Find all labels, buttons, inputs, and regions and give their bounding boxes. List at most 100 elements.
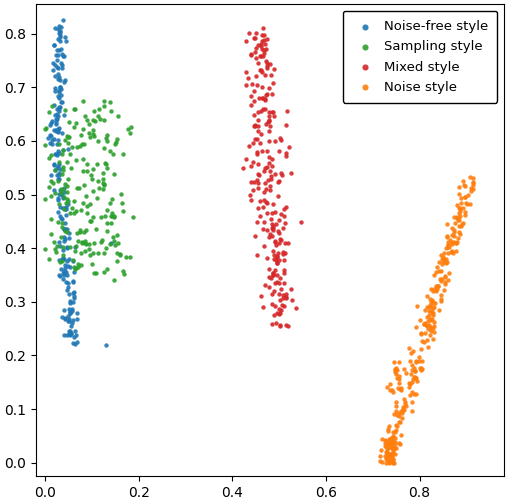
Noise-free style (51, 84, 59, 92)
Mixed style (262, 120, 270, 128)
Sampling style (89, 213, 97, 221)
Noise style (406, 380, 414, 388)
Sampling style (90, 132, 98, 140)
Noise-free style (54, 127, 62, 135)
Noise style (418, 329, 426, 337)
Mixed style (242, 68, 250, 76)
Noise style (411, 373, 419, 382)
Sampling style (101, 159, 109, 167)
Noise style (383, 440, 391, 449)
Noise-free style (68, 330, 76, 338)
Mixed style (259, 31, 267, 39)
Noise-free style (56, 37, 65, 45)
Sampling style (71, 246, 79, 255)
Noise style (384, 451, 392, 459)
Noise style (385, 439, 393, 448)
Sampling style (67, 150, 75, 158)
Noise style (398, 413, 406, 421)
Noise style (384, 442, 392, 450)
Sampling style (57, 185, 65, 193)
Noise-free style (51, 73, 59, 81)
Sampling style (110, 214, 118, 222)
Noise style (437, 295, 446, 303)
Mixed style (282, 294, 290, 302)
Noise style (393, 421, 401, 429)
Mixed style (260, 187, 268, 196)
Mixed style (268, 220, 276, 228)
Mixed style (266, 59, 274, 68)
Noise style (384, 454, 392, 462)
Noise style (384, 444, 392, 452)
Mixed style (245, 142, 253, 150)
Noise style (383, 449, 391, 457)
Noise-free style (70, 294, 78, 302)
Mixed style (250, 48, 259, 56)
Noise style (384, 457, 392, 465)
Noise-free style (63, 225, 71, 233)
Sampling style (61, 136, 69, 144)
Mixed style (257, 52, 265, 60)
Noise-free style (56, 186, 64, 194)
Sampling style (57, 233, 65, 241)
Noise style (376, 452, 385, 460)
Noise-free style (59, 194, 67, 202)
Noise-free style (48, 140, 56, 148)
Sampling style (109, 233, 117, 241)
Sampling style (72, 242, 80, 250)
Mixed style (268, 162, 276, 170)
Mixed style (278, 300, 286, 308)
Noise style (381, 442, 389, 450)
Noise-free style (69, 277, 77, 285)
Noise style (423, 292, 431, 300)
Sampling style (90, 269, 98, 277)
Noise-free style (54, 162, 62, 170)
Noise style (386, 438, 394, 447)
Noise style (428, 316, 436, 324)
Mixed style (273, 309, 281, 317)
Sampling style (78, 237, 86, 245)
Noise-free style (59, 255, 67, 263)
Sampling style (62, 228, 71, 236)
Sampling style (113, 231, 121, 239)
Noise-free style (69, 339, 77, 347)
Noise style (387, 450, 395, 458)
Noise style (412, 324, 420, 332)
Mixed style (253, 148, 261, 156)
Noise style (396, 385, 404, 393)
Sampling style (74, 260, 82, 268)
Noise style (400, 395, 408, 403)
Mixed style (256, 94, 264, 102)
Noise style (437, 291, 445, 299)
Sampling style (100, 116, 108, 124)
Noise-free style (55, 123, 63, 132)
Noise style (430, 323, 438, 331)
Sampling style (110, 212, 118, 220)
Noise style (390, 459, 398, 467)
Noise-free style (65, 234, 73, 242)
Noise style (457, 199, 465, 207)
Mixed style (265, 137, 273, 145)
Noise style (436, 275, 444, 283)
Noise style (454, 216, 462, 224)
Noise style (429, 335, 437, 343)
Noise-free style (50, 186, 58, 194)
Sampling style (113, 257, 121, 265)
Noise style (402, 402, 410, 410)
Sampling style (76, 225, 84, 233)
Mixed style (259, 203, 267, 211)
Noise style (397, 384, 405, 392)
Noise style (426, 295, 434, 303)
Noise style (408, 406, 416, 414)
Sampling style (127, 123, 135, 131)
Sampling style (47, 177, 55, 185)
Noise style (423, 336, 431, 344)
Sampling style (81, 236, 89, 244)
Noise-free style (64, 279, 72, 287)
Mixed style (257, 292, 265, 300)
Mixed style (260, 94, 268, 102)
Sampling style (88, 260, 97, 268)
Noise style (385, 422, 393, 430)
Noise-free style (107, 239, 115, 247)
Noise style (428, 308, 436, 316)
Sampling style (94, 184, 103, 192)
